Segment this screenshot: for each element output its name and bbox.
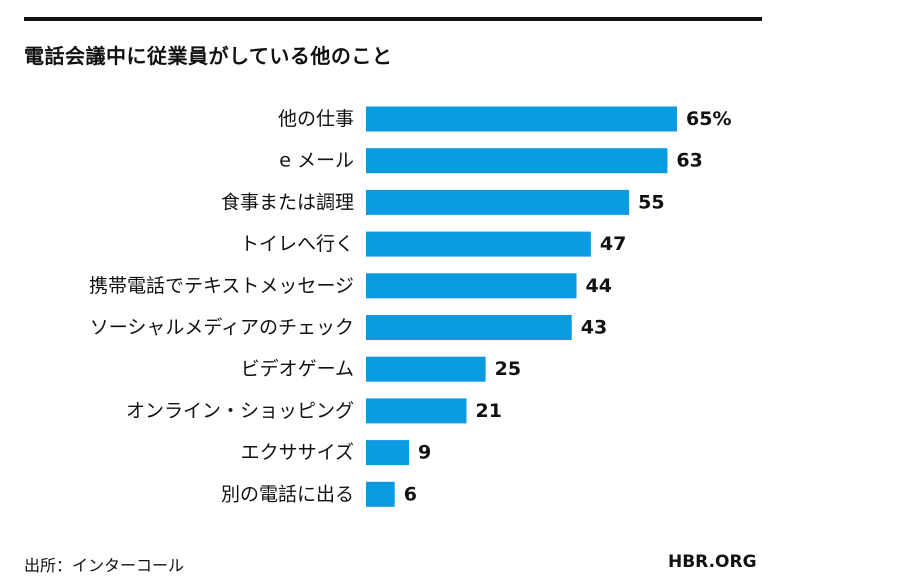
- value-label: 47: [600, 233, 626, 255]
- category-label: オンライン・ショッピング: [126, 400, 354, 422]
- chart-title: 電話会議中に従業員がしている他のこと: [24, 44, 393, 68]
- value-label: 6: [404, 483, 417, 505]
- value-label: 65%: [686, 108, 731, 130]
- bar: [366, 106, 677, 132]
- bar: [366, 481, 395, 507]
- bar: [366, 440, 410, 466]
- category-label: トイレへ行く: [240, 233, 354, 255]
- category-label: エクササイズ: [241, 442, 354, 464]
- value-label: 9: [418, 442, 431, 464]
- bar: [366, 315, 572, 340]
- category-label: ビデオゲーム: [241, 358, 354, 380]
- source-note: 出所：インターコール: [24, 556, 185, 575]
- category-label: 他の仕事: [278, 108, 354, 130]
- value-label: 43: [581, 317, 607, 339]
- category-label: 別の電話に出る: [221, 483, 354, 505]
- value-label: 63: [676, 150, 702, 172]
- value-label: 21: [475, 400, 501, 422]
- bar: [366, 273, 577, 299]
- value-label: 44: [586, 275, 612, 297]
- brand-label: HBR.ORG: [668, 552, 757, 572]
- category-label: 携帯電話でテキストメッセージ: [89, 275, 354, 297]
- category-label: 食事または調理: [221, 191, 354, 213]
- bar: [366, 148, 668, 174]
- title-rule: [24, 17, 762, 21]
- category-label: ソーシャルメディアのチェック: [90, 317, 354, 339]
- value-label: 25: [495, 358, 521, 380]
- value-label: 55: [638, 191, 664, 213]
- bar: [366, 189, 630, 215]
- bar: [366, 231, 591, 257]
- bar: [366, 356, 486, 382]
- bar: [366, 398, 467, 424]
- category-label: e メール: [279, 150, 354, 172]
